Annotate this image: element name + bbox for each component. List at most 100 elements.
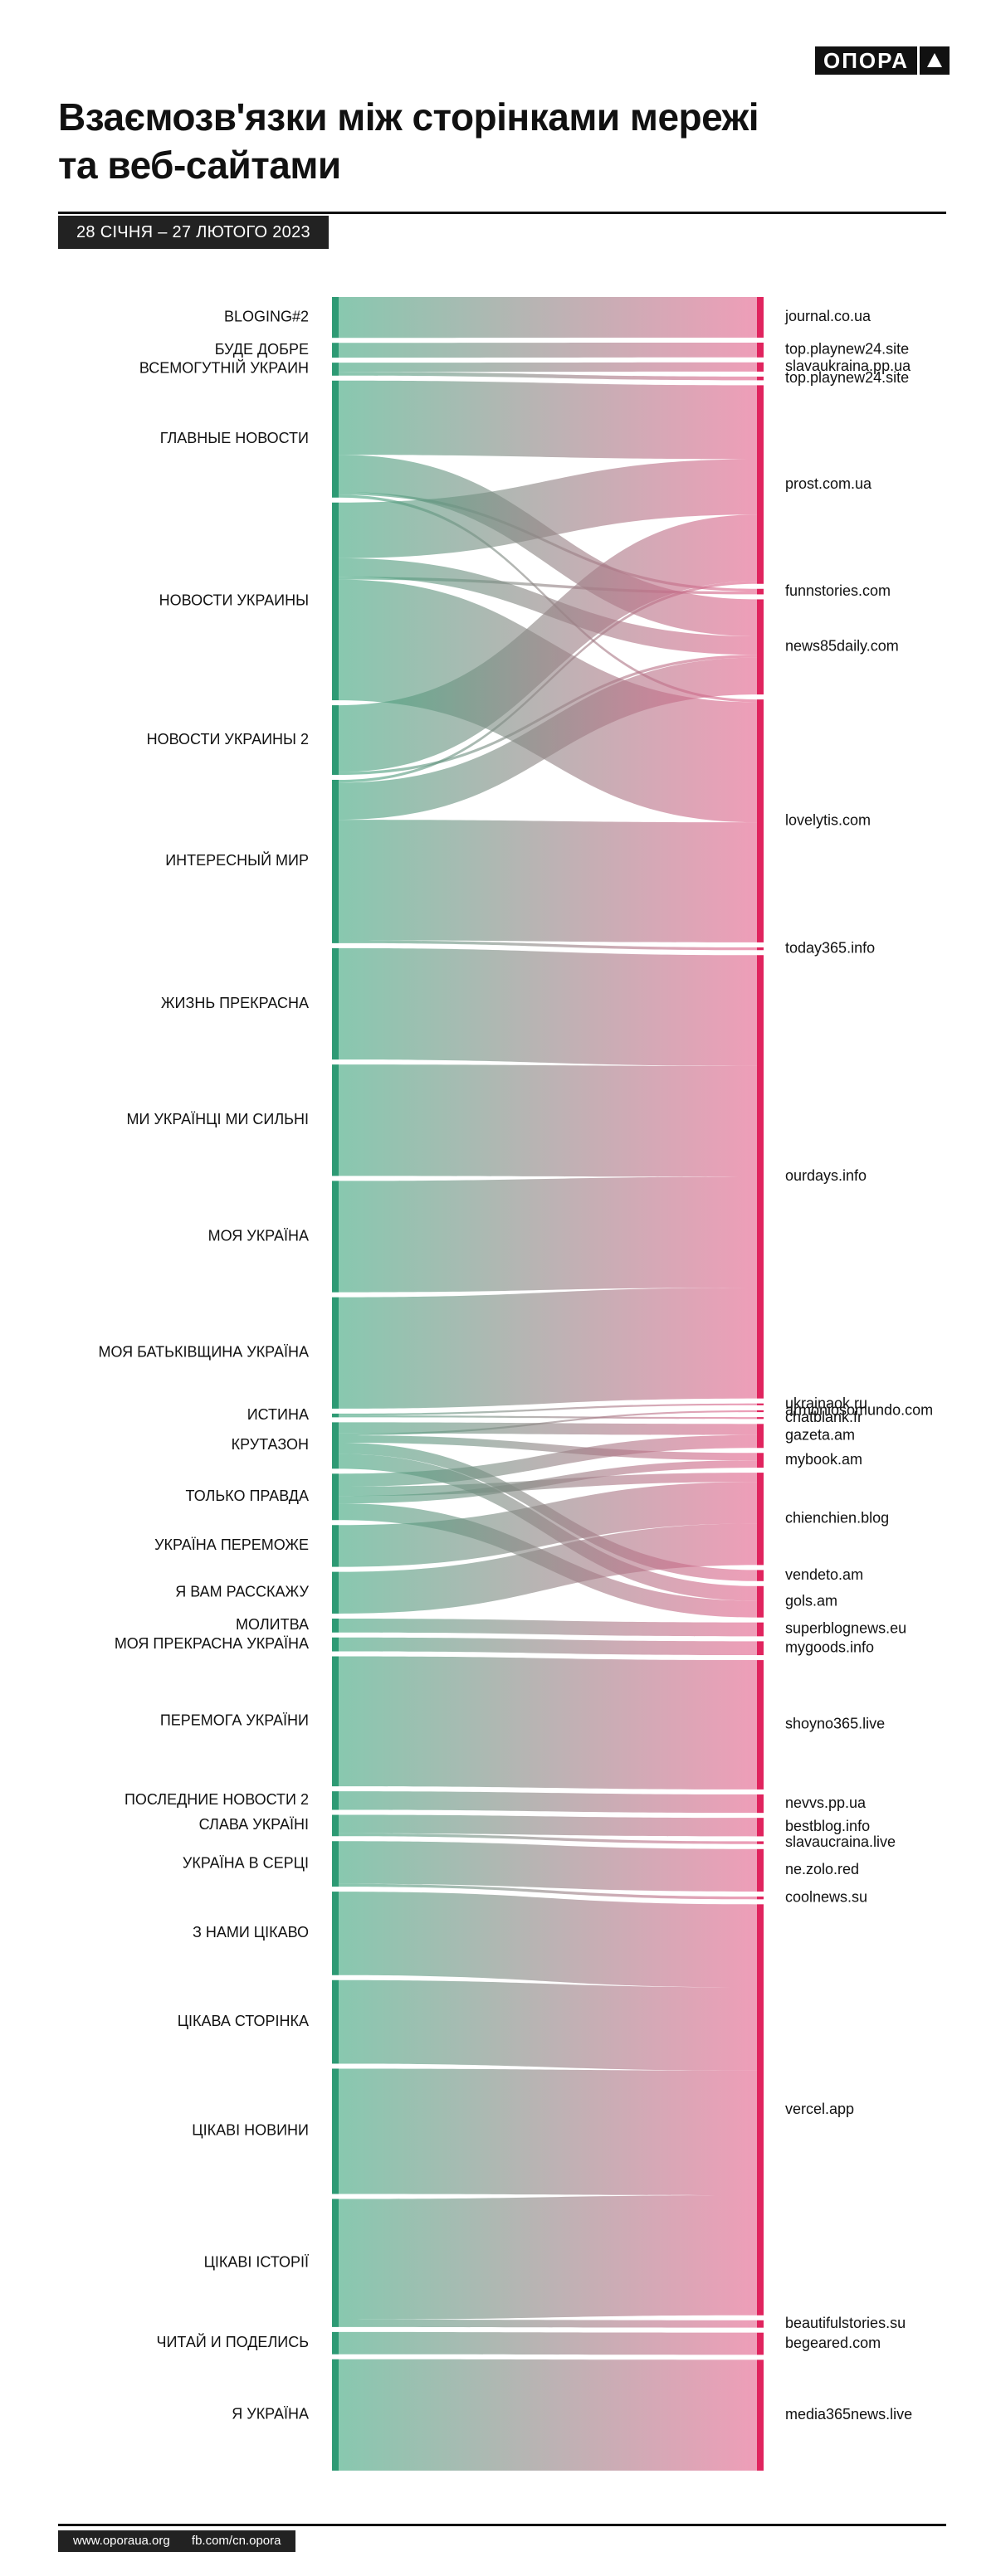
sankey-link — [339, 1176, 757, 1293]
sankey-link — [339, 362, 757, 373]
target-node-label: mygoods.info — [785, 1639, 874, 1655]
source-node-label: МОЛИТВА — [236, 1616, 309, 1633]
source-node — [332, 2331, 339, 2354]
title-line-2: та веб-сайтами — [58, 144, 341, 187]
source-node-label: ЧИТАЙ И ПОДЕЛИСЬ — [156, 2333, 309, 2350]
source-node-label: Я УКРАЇНА — [232, 2406, 309, 2423]
sankey-link — [339, 579, 757, 823]
sankey-link — [339, 1523, 757, 1614]
source-node — [332, 1814, 339, 1837]
source-node-label: МОЯ БАТЬКІВЩИНА УКРАЇНА — [99, 1344, 309, 1361]
target-node-label: top.playnew24.site — [785, 369, 909, 386]
sankey-link — [339, 1656, 757, 1790]
source-node-label: МОЯ УКРАЇНА — [208, 1227, 309, 1244]
source-node-label: НОВОСТИ УКРАИНЫ 2 — [147, 731, 309, 747]
target-node-label: chatblank.fr — [785, 1409, 862, 1425]
target-node — [757, 1904, 764, 2315]
target-node — [757, 1403, 764, 1405]
target-node — [757, 385, 764, 584]
sankey-link — [339, 577, 757, 595]
sankey-link — [339, 372, 757, 381]
source-node-label: ЖИЗНЬ ПРЕКРАСНА — [161, 995, 309, 1011]
target-node-label: vercel.app — [785, 2101, 854, 2117]
target-node-label: funnstories.com — [785, 582, 891, 599]
sankey-link — [339, 1064, 757, 1177]
sankey-link — [339, 297, 757, 338]
sankey-link — [339, 558, 757, 655]
source-node — [332, 947, 339, 1060]
source-node — [332, 363, 339, 376]
target-node — [757, 1410, 764, 1413]
source-node — [332, 343, 339, 358]
target-node — [757, 342, 764, 358]
sankey-link — [339, 342, 757, 358]
source-node — [332, 1413, 339, 1418]
source-node-label: УКРАЇНА ПЕРЕМОЖЕ — [154, 1536, 309, 1553]
source-node — [332, 1656, 339, 1787]
source-node-label: З НАМИ ЦІКАВО — [193, 1924, 309, 1941]
source-node — [332, 502, 339, 701]
sankey-link — [339, 655, 757, 775]
target-node-label: beautifulstories.su — [785, 2315, 906, 2331]
target-node — [757, 699, 764, 942]
source-node-label: НОВОСТИ УКРАИНЫ — [159, 592, 309, 609]
footer-badge: www.oporaua.org fb.com/cn.opora — [58, 2530, 296, 2552]
footer-facebook-link[interactable]: fb.com/cn.opora — [191, 2534, 281, 2548]
sankey-link — [339, 380, 757, 460]
title-line-1: Взаємозв'язки між сторінками мережі — [58, 95, 759, 139]
sankey-link — [339, 1979, 757, 2071]
sankey-link — [339, 1814, 757, 1837]
target-node — [757, 1841, 764, 1844]
source-node-label: УКРАЇНА В СЕРЦІ — [183, 1854, 309, 1871]
source-node — [332, 705, 339, 775]
target-node — [757, 1660, 764, 1790]
source-node — [332, 2199, 339, 2327]
source-node — [332, 1791, 339, 1810]
target-node — [757, 1453, 764, 1468]
source-node-label: БУДЕ ДОБРЕ — [215, 341, 309, 358]
target-node-label: today365.info — [785, 939, 875, 956]
sankey-link — [339, 492, 757, 592]
target-node — [757, 1473, 764, 1566]
sankey-link — [339, 1892, 757, 1988]
nodes-layer — [332, 297, 764, 2471]
target-node-label: journal.co.ua — [784, 308, 872, 324]
sankey-link — [339, 1434, 757, 1487]
sankey-link — [339, 1410, 757, 1436]
page-title: Взаємозв'язки між сторінками мережі та в… — [58, 93, 888, 189]
target-node-label: slavaucraina.live — [785, 1833, 896, 1850]
sankey-link — [339, 820, 757, 942]
target-node-label: superblognews.eu — [785, 1620, 906, 1637]
sankey-link — [339, 947, 757, 1066]
source-node — [332, 1571, 339, 1614]
target-node-label: shoyno365.live — [785, 1716, 885, 1732]
sankey-link — [339, 2359, 757, 2471]
source-node — [332, 1181, 339, 1293]
sankey-link — [339, 1460, 757, 1504]
source-node — [332, 1297, 339, 1409]
source-node-label: МИ УКРАЇНЦІ МИ СИЛЬНІ — [127, 1111, 309, 1127]
logo-triangle-icon — [919, 46, 950, 75]
source-node-label: СЛАВА УКРАЇНІ — [199, 1816, 309, 1833]
sankey-link — [339, 657, 757, 821]
source-node — [332, 2068, 339, 2194]
links-layer — [339, 297, 757, 2471]
target-node-label: media365news.live — [785, 2406, 912, 2423]
source-node-label: Я ВАМ РАССКАЖУ — [175, 1584, 309, 1600]
footer-site-link[interactable]: www.oporaua.org — [73, 2534, 170, 2548]
target-node-label: nevvs.pp.ua — [785, 1794, 867, 1811]
target-node — [757, 1424, 764, 1449]
sankey-link — [339, 1435, 757, 1461]
target-node-label: ne.zolo.red — [785, 1861, 859, 1877]
logo-wordmark: ОПОРА — [815, 46, 917, 75]
source-node — [332, 1422, 339, 1469]
target-node-label: news85daily.com — [785, 638, 899, 655]
sankey-link — [339, 1288, 757, 1409]
source-node — [332, 1473, 339, 1521]
target-node — [757, 362, 764, 372]
source-node — [332, 2359, 339, 2471]
target-node — [757, 1585, 764, 1618]
sankey-link — [339, 2068, 757, 2196]
